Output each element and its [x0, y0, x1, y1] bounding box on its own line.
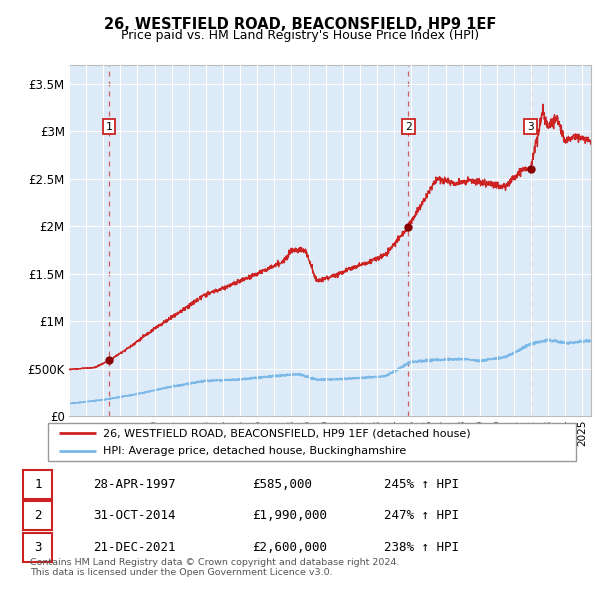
Text: 21-DEC-2021: 21-DEC-2021	[93, 540, 176, 554]
Text: 238% ↑ HPI: 238% ↑ HPI	[384, 540, 459, 554]
Text: 26, WESTFIELD ROAD, BEACONSFIELD, HP9 1EF: 26, WESTFIELD ROAD, BEACONSFIELD, HP9 1E…	[104, 17, 496, 31]
Text: £1,990,000: £1,990,000	[252, 509, 327, 523]
Text: 26, WESTFIELD ROAD, BEACONSFIELD, HP9 1EF (detached house): 26, WESTFIELD ROAD, BEACONSFIELD, HP9 1E…	[103, 428, 471, 438]
Text: 3: 3	[527, 122, 534, 132]
Text: 245% ↑ HPI: 245% ↑ HPI	[384, 478, 459, 491]
Text: 3: 3	[34, 540, 41, 554]
Text: 31-OCT-2014: 31-OCT-2014	[93, 509, 176, 523]
Text: £585,000: £585,000	[252, 478, 312, 491]
Text: 28-APR-1997: 28-APR-1997	[93, 478, 176, 491]
Text: 247% ↑ HPI: 247% ↑ HPI	[384, 509, 459, 523]
Text: £2,600,000: £2,600,000	[252, 540, 327, 554]
Text: Contains HM Land Registry data © Crown copyright and database right 2024.
This d: Contains HM Land Registry data © Crown c…	[30, 558, 400, 577]
Text: 2: 2	[405, 122, 412, 132]
Text: 2: 2	[34, 509, 41, 523]
Text: 1: 1	[106, 122, 112, 132]
Text: HPI: Average price, detached house, Buckinghamshire: HPI: Average price, detached house, Buck…	[103, 446, 407, 456]
Text: Price paid vs. HM Land Registry's House Price Index (HPI): Price paid vs. HM Land Registry's House …	[121, 30, 479, 42]
Text: 1: 1	[34, 478, 41, 491]
